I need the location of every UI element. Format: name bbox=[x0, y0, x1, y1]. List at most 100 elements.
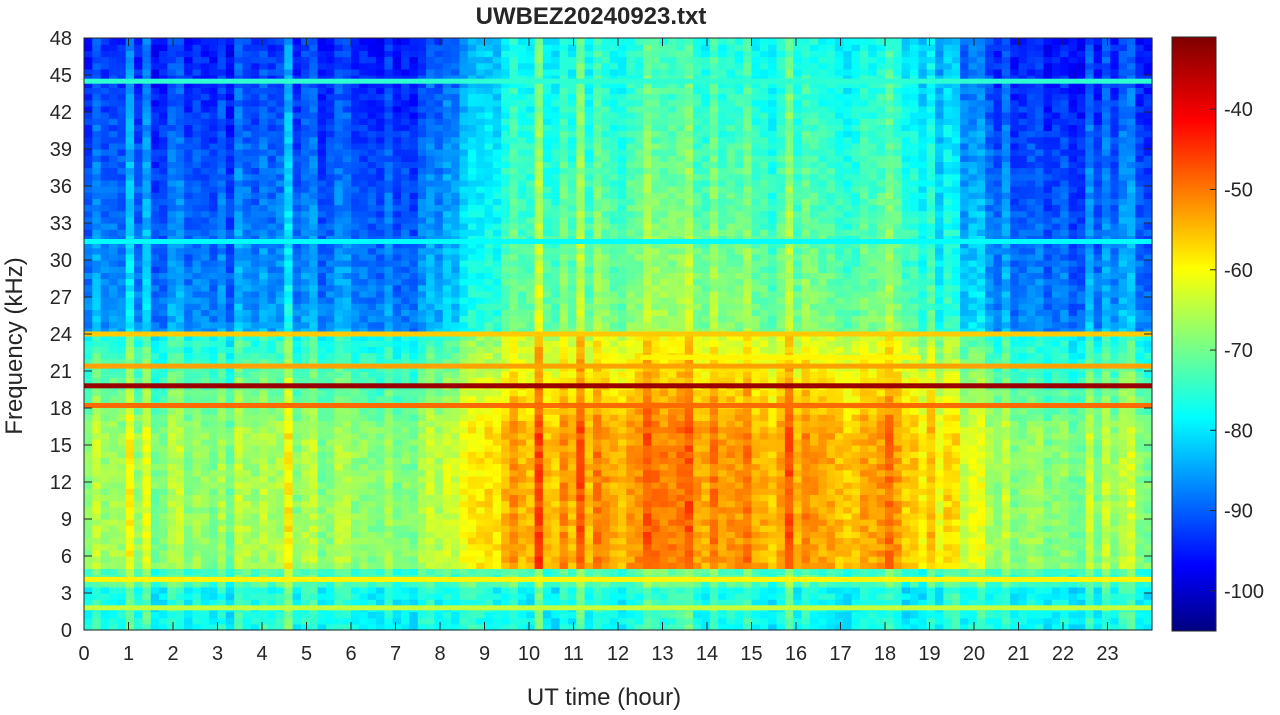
spectrogram-cell bbox=[334, 235, 344, 243]
spectrogram-cell bbox=[351, 290, 360, 298]
spectrogram-cell bbox=[509, 445, 519, 452]
spectrogram-cell bbox=[351, 93, 360, 101]
spectrogram-cell bbox=[217, 414, 227, 421]
spectrogram-cell bbox=[334, 414, 344, 421]
spectrogram-cell bbox=[476, 278, 486, 286]
spectrogram-cell bbox=[492, 303, 502, 310]
spectrogram-cell bbox=[167, 321, 177, 329]
spectrogram-cell bbox=[384, 297, 394, 304]
spectrogram-cell bbox=[467, 327, 477, 335]
spectrogram-cell bbox=[484, 543, 494, 551]
spectrogram-cell bbox=[434, 179, 444, 187]
spectrogram-cell bbox=[84, 309, 93, 317]
spectrogram-cell bbox=[334, 586, 344, 594]
spectrogram-cell bbox=[192, 223, 202, 230]
spectrogram-cell bbox=[175, 155, 185, 162]
spectrogram-cell bbox=[317, 62, 327, 70]
spectrogram-cell bbox=[292, 482, 302, 489]
spectrogram-cell bbox=[326, 445, 335, 452]
spectrogram-cell bbox=[117, 580, 127, 588]
spectrogram-cell bbox=[125, 229, 135, 236]
spectrogram-cell bbox=[401, 623, 410, 631]
spectrogram-cell bbox=[367, 593, 377, 600]
spectrogram-cell bbox=[476, 463, 486, 471]
spectrogram-cell bbox=[309, 482, 319, 489]
spectrogram-cell bbox=[184, 445, 193, 452]
spectrogram-cell bbox=[376, 192, 385, 199]
spectrogram-cell bbox=[109, 81, 118, 88]
spectrogram-cell bbox=[142, 420, 152, 428]
spectrogram-cell bbox=[309, 488, 319, 495]
spectrogram-cell bbox=[467, 272, 477, 280]
spectrogram-cell bbox=[125, 173, 135, 181]
spectrogram-cell bbox=[200, 235, 210, 243]
spectrogram-cell bbox=[426, 463, 435, 471]
spectrogram-cell bbox=[217, 519, 227, 526]
spectrogram-cell bbox=[342, 599, 352, 606]
spectrogram-cell bbox=[367, 136, 377, 144]
spectrogram-cell bbox=[184, 340, 193, 347]
spectrogram-cell bbox=[401, 68, 410, 76]
spectrogram-cell bbox=[117, 142, 127, 150]
spectrogram-cell bbox=[476, 112, 486, 119]
spectrogram-cell bbox=[209, 371, 219, 378]
spectrogram-cell bbox=[217, 451, 227, 458]
spectrogram-cell bbox=[142, 173, 152, 181]
spectrogram-cell bbox=[242, 371, 252, 378]
spectrogram-cell bbox=[184, 321, 193, 329]
spectrogram-cell bbox=[434, 266, 444, 273]
spectrogram-cell bbox=[451, 334, 460, 341]
spectrogram-cell bbox=[159, 457, 168, 465]
spectrogram-cell bbox=[250, 198, 260, 206]
spectrogram-cell bbox=[492, 93, 502, 101]
spectrogram-cell bbox=[426, 475, 435, 483]
spectrogram-cell bbox=[501, 543, 511, 551]
spectrogram-cell bbox=[242, 44, 252, 51]
spectrogram-cell bbox=[192, 525, 202, 532]
spectrogram-cell bbox=[267, 130, 277, 138]
spectrogram-cell bbox=[492, 475, 502, 483]
spectrogram-cell bbox=[217, 321, 227, 329]
spectrogram-cell bbox=[334, 611, 344, 619]
spectrogram-cell bbox=[234, 62, 244, 70]
spectrogram-cell bbox=[217, 358, 227, 366]
spectrogram-cell bbox=[309, 593, 319, 600]
spectrogram-cell bbox=[476, 494, 486, 502]
spectrogram-cell bbox=[242, 229, 252, 236]
spectrogram-cell bbox=[492, 432, 502, 440]
spectrogram-cell bbox=[376, 105, 385, 113]
spectrogram-cell bbox=[501, 327, 511, 335]
spectrogram-cell bbox=[100, 38, 110, 45]
spectrogram-cell bbox=[476, 537, 486, 545]
spectrogram-cell bbox=[167, 334, 177, 341]
spectrogram-cell bbox=[217, 432, 227, 440]
spectrogram-cell bbox=[484, 531, 494, 539]
spectrogram-cell bbox=[476, 556, 486, 563]
spectrogram-cell bbox=[501, 247, 511, 255]
spectrogram-cell bbox=[492, 549, 502, 557]
spectrogram-cell bbox=[509, 186, 519, 193]
spectrogram-cell bbox=[217, 297, 227, 304]
spectrogram-cell bbox=[492, 297, 502, 304]
spectrogram-cell bbox=[317, 75, 327, 82]
spectrogram-cell bbox=[284, 99, 294, 107]
spectrogram-cell bbox=[317, 426, 327, 434]
spectrogram-cell bbox=[284, 136, 294, 144]
spectrogram-cell bbox=[209, 266, 219, 273]
spectrogram-cell bbox=[142, 216, 152, 224]
spectrogram-cell bbox=[459, 438, 469, 446]
spectrogram-cell bbox=[417, 512, 427, 520]
spectrogram-cell bbox=[250, 537, 260, 545]
spectrogram-cell bbox=[392, 124, 402, 132]
spectrogram-cell bbox=[275, 75, 285, 82]
spectrogram-cell bbox=[317, 284, 327, 292]
spectrogram-cell bbox=[242, 56, 252, 64]
spectrogram-cell bbox=[442, 93, 452, 101]
spectrogram-cell bbox=[142, 568, 152, 576]
spectrogram-cell bbox=[467, 482, 477, 489]
spectrogram-cell bbox=[476, 173, 486, 181]
spectrogram-cell bbox=[409, 130, 419, 138]
spectrogram-cell bbox=[142, 241, 152, 249]
spectrogram-cell bbox=[109, 371, 118, 378]
spectrogram-cell bbox=[234, 358, 244, 366]
